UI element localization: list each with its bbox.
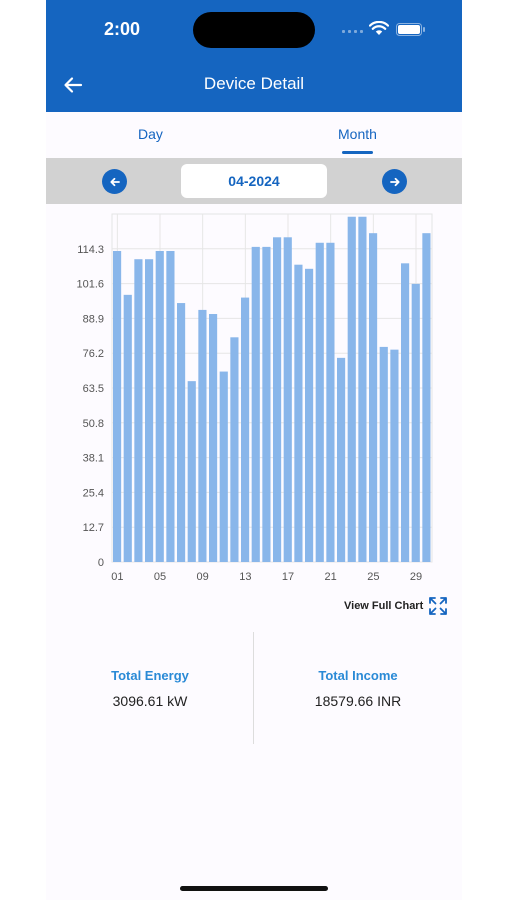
bar-day-12 — [230, 337, 239, 562]
bar-day-16 — [273, 237, 282, 563]
y-tick-label: 38.1 — [83, 453, 104, 465]
x-tick-label: 05 — [154, 571, 166, 583]
page-title: Device Detail — [203, 74, 305, 93]
arrow-left-circle-icon — [109, 177, 120, 186]
total-income-label: Total Income — [318, 668, 398, 683]
stats-divider — [253, 632, 254, 744]
bar-day-05 — [155, 250, 164, 562]
energy-bar-chart[interactable]: 0 12.7 25.4 38.1 50.8 63.5 76.2 88.9 101.6 114.3 0… — [46, 204, 462, 594]
bar-day-29 — [411, 283, 420, 562]
bar-day-07 — [177, 303, 186, 562]
x-tick-label: 09 — [197, 571, 209, 583]
view-full-chart-button[interactable]: View Full Chart — [344, 596, 448, 616]
bar-day-08 — [187, 381, 196, 562]
bar-day-30 — [422, 233, 431, 563]
next-month-button[interactable] — [382, 169, 407, 194]
back-arrow-icon[interactable] — [62, 74, 84, 96]
x-tick-label: 25 — [367, 571, 379, 583]
tab-selected-indicator — [342, 151, 373, 154]
bar-day-03 — [134, 259, 143, 562]
bar-day-15 — [262, 246, 271, 562]
total-income-value: 18579.66 INR — [314, 693, 402, 709]
total-energy-card: Total Energy 3096.61 kW — [46, 668, 254, 709]
bar-day-23 — [347, 216, 356, 562]
total-income-card: Total Income 18579.66 INR — [254, 668, 462, 709]
bar-day-13 — [241, 297, 250, 562]
prev-month-button[interactable] — [102, 169, 127, 194]
x-tick-label: 13 — [239, 571, 251, 583]
bar-day-21 — [326, 242, 335, 562]
bar-day-25 — [369, 233, 378, 563]
bar-day-10 — [209, 314, 218, 562]
bar-day-20 — [315, 242, 324, 562]
y-tick-label: 63.5 — [83, 383, 104, 395]
x-tick-label: 21 — [325, 571, 337, 583]
stats-panel: Total Energy 3096.61 kW Total Income 185… — [46, 632, 462, 744]
y-tick-label: 114.3 — [77, 244, 104, 256]
bar-day-19 — [305, 268, 314, 562]
y-tick-label: 0 — [98, 557, 104, 569]
total-energy-label: Total Energy — [111, 668, 189, 683]
y-tick-label: 76.2 — [83, 348, 104, 360]
bar-day-01 — [113, 250, 122, 562]
bar-day-04 — [145, 259, 154, 562]
bar-day-28 — [401, 263, 410, 562]
bar-day-26 — [379, 346, 388, 562]
dynamic-island — [193, 12, 315, 48]
bar-day-02 — [123, 294, 132, 562]
bar-day-06 — [166, 250, 175, 562]
tab-day[interactable]: Day — [138, 126, 163, 142]
status-time: 2:00 — [104, 19, 141, 39]
y-tick-label: 25.4 — [83, 487, 104, 499]
x-tick-label: 29 — [410, 571, 422, 583]
wifi-icon — [369, 21, 389, 35]
x-tick-label: 01 — [111, 571, 123, 583]
view-full-chart-label: View Full Chart — [344, 600, 424, 612]
phone-screen: 2:00 Device Detail Day Month 0 — [46, 0, 462, 900]
bar-day-11 — [219, 371, 228, 562]
chart-svg: 0 12.7 25.4 38.1 50.8 63.5 76.2 88.9 101.6 114.3 0… — [76, 213, 433, 583]
y-tick-label: 101.6 — [76, 279, 104, 291]
bar-day-14 — [251, 246, 260, 562]
period-tabs: Day Month — [46, 112, 462, 158]
y-tick-label: 12.7 — [83, 522, 104, 534]
y-tick-label: 88.9 — [83, 313, 104, 325]
arrow-right-circle-icon — [389, 177, 400, 186]
selected-month[interactable]: 04-2024 — [181, 164, 327, 198]
date-selector: 04-2024 — [46, 158, 462, 204]
bar-day-22 — [337, 357, 346, 562]
app-header: 2:00 Device Detail — [46, 0, 462, 112]
bar-day-17 — [283, 237, 292, 563]
x-tick-label: 17 — [282, 571, 294, 583]
bar-day-09 — [198, 309, 207, 562]
bar-day-18 — [294, 264, 303, 562]
home-indicator — [180, 886, 328, 891]
bar-day-27 — [390, 349, 399, 562]
bar-day-24 — [358, 216, 367, 562]
total-energy-value: 3096.61 kW — [112, 693, 188, 709]
tab-month[interactable]: Month — [338, 126, 377, 142]
battery-icon — [396, 23, 425, 36]
cellular-signal-icon — [342, 30, 363, 33]
y-tick-label: 50.8 — [83, 418, 104, 430]
expand-icon — [429, 597, 448, 615]
